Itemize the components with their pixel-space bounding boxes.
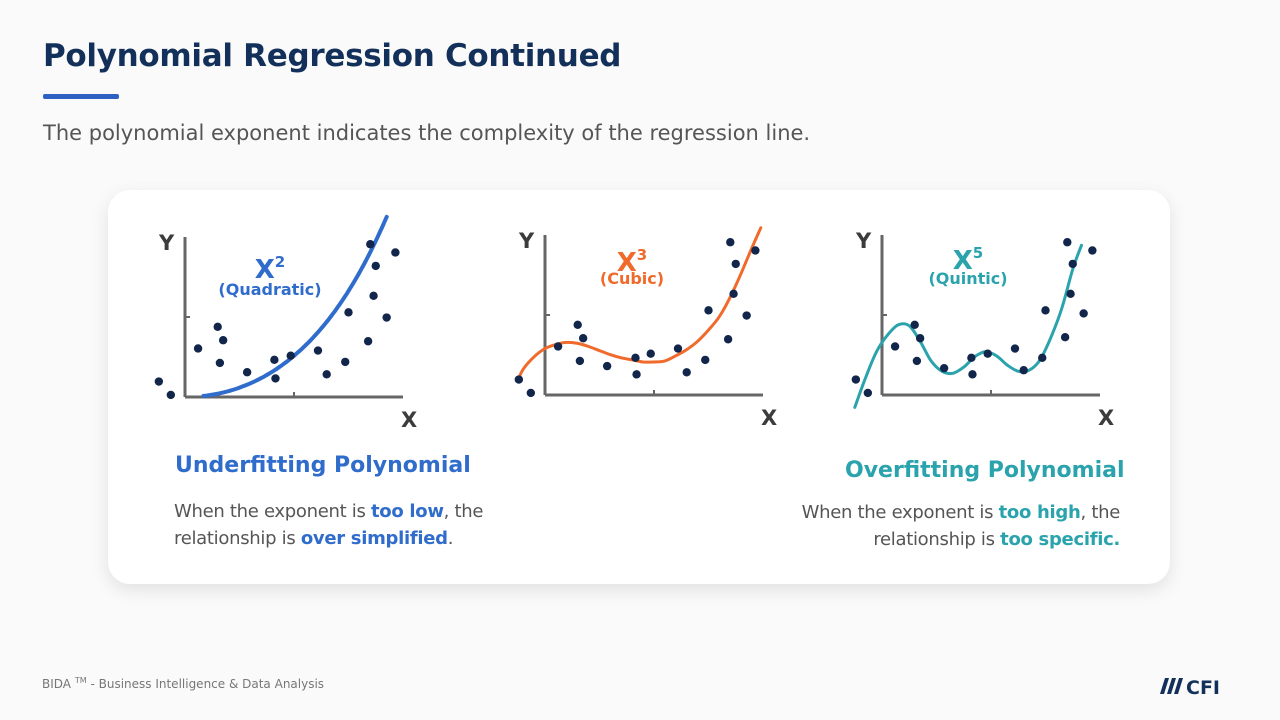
data-point bbox=[1088, 246, 1097, 255]
exponent-label: X2 bbox=[255, 253, 285, 285]
exponent-power: 3 bbox=[637, 246, 647, 264]
underfitting-description: When the exponent is too low, the relati… bbox=[174, 501, 484, 549]
exponent-power: 5 bbox=[973, 244, 983, 262]
data-point bbox=[371, 261, 380, 271]
y-axis-label: Y bbox=[518, 229, 535, 253]
data-point bbox=[218, 336, 228, 345]
data-point bbox=[751, 246, 760, 255]
data-point bbox=[682, 368, 691, 377]
data-point bbox=[313, 346, 323, 355]
charts-card bbox=[108, 190, 1170, 584]
data-point bbox=[270, 355, 279, 365]
data-point bbox=[1041, 306, 1050, 315]
data-point bbox=[912, 356, 922, 366]
data-point bbox=[575, 356, 585, 366]
data-point bbox=[701, 355, 710, 365]
data-point bbox=[271, 374, 280, 383]
data-point bbox=[286, 351, 295, 360]
exponent-label: X5 bbox=[953, 244, 983, 276]
data-point bbox=[1019, 366, 1028, 375]
overfitting-description: When the exponent is too high, the relat… bbox=[801, 502, 1121, 550]
data-point bbox=[673, 344, 683, 353]
x-axis-label: X bbox=[401, 408, 417, 432]
cfi-logo: CFI bbox=[1160, 677, 1220, 698]
data-point bbox=[723, 335, 733, 344]
data-point bbox=[514, 375, 524, 384]
exponent-name: (Quadratic) bbox=[218, 280, 321, 299]
exponent-name: (Quintic) bbox=[928, 269, 1007, 288]
data-point bbox=[1066, 289, 1075, 299]
regression-curve bbox=[853, 243, 1083, 409]
title-underline bbox=[43, 94, 119, 99]
data-point bbox=[322, 370, 331, 379]
data-point bbox=[1038, 353, 1047, 363]
data-point bbox=[242, 368, 252, 377]
data-point bbox=[573, 320, 582, 330]
underfitting-heading: Underfitting Polynomial bbox=[175, 453, 471, 478]
overfitting-heading: Overfitting Polynomial bbox=[845, 458, 1125, 483]
data-point bbox=[890, 342, 900, 351]
data-point bbox=[363, 337, 373, 346]
svg-text:CFI: CFI bbox=[1186, 677, 1220, 698]
data-point bbox=[968, 370, 977, 379]
data-point bbox=[910, 320, 919, 330]
page-title: Polynomial Regression Continued bbox=[43, 38, 622, 74]
data-point bbox=[602, 361, 612, 371]
data-point bbox=[341, 357, 350, 367]
data-point bbox=[742, 311, 751, 320]
data-point bbox=[915, 334, 925, 343]
data-point bbox=[166, 390, 176, 400]
data-point bbox=[154, 377, 164, 386]
exponent-base: X bbox=[953, 246, 973, 276]
data-point bbox=[704, 306, 713, 315]
footer-text: BIDA TM - Business Intelligence & Data A… bbox=[42, 676, 325, 691]
exponent-base: X bbox=[617, 248, 637, 278]
data-point bbox=[391, 248, 400, 257]
data-point bbox=[578, 334, 588, 343]
data-point bbox=[366, 240, 375, 249]
data-point bbox=[1063, 238, 1072, 247]
exponent-label: X3 bbox=[617, 246, 647, 278]
data-point bbox=[1079, 309, 1088, 318]
exponent-power: 2 bbox=[275, 253, 285, 271]
exponent-name: (Cubic) bbox=[600, 269, 664, 288]
data-point bbox=[632, 370, 641, 379]
data-point bbox=[967, 353, 976, 363]
exponent-base: X bbox=[255, 255, 275, 285]
data-point bbox=[344, 308, 353, 317]
data-point bbox=[213, 322, 222, 332]
data-point bbox=[553, 342, 563, 351]
y-axis-label: Y bbox=[855, 229, 872, 253]
data-point bbox=[863, 388, 873, 398]
data-point bbox=[729, 289, 738, 299]
data-point bbox=[631, 353, 640, 363]
y-axis-label: Y bbox=[158, 231, 175, 255]
data-point bbox=[369, 291, 378, 301]
data-point bbox=[215, 358, 225, 368]
data-point bbox=[526, 388, 536, 398]
data-point bbox=[983, 349, 992, 358]
x-axis-label: X bbox=[1098, 406, 1114, 430]
x-axis-label: X bbox=[761, 406, 777, 430]
data-point bbox=[731, 259, 740, 269]
data-point bbox=[939, 363, 949, 373]
data-point bbox=[726, 238, 735, 247]
data-point bbox=[1068, 259, 1077, 269]
data-point bbox=[382, 313, 391, 322]
data-point bbox=[1010, 344, 1020, 353]
data-point bbox=[193, 344, 203, 353]
data-point bbox=[646, 349, 655, 358]
regression-curve bbox=[201, 214, 389, 398]
data-point bbox=[1060, 332, 1070, 342]
page-subtitle: The polynomial exponent indicates the co… bbox=[43, 121, 811, 145]
data-point bbox=[851, 375, 861, 384]
